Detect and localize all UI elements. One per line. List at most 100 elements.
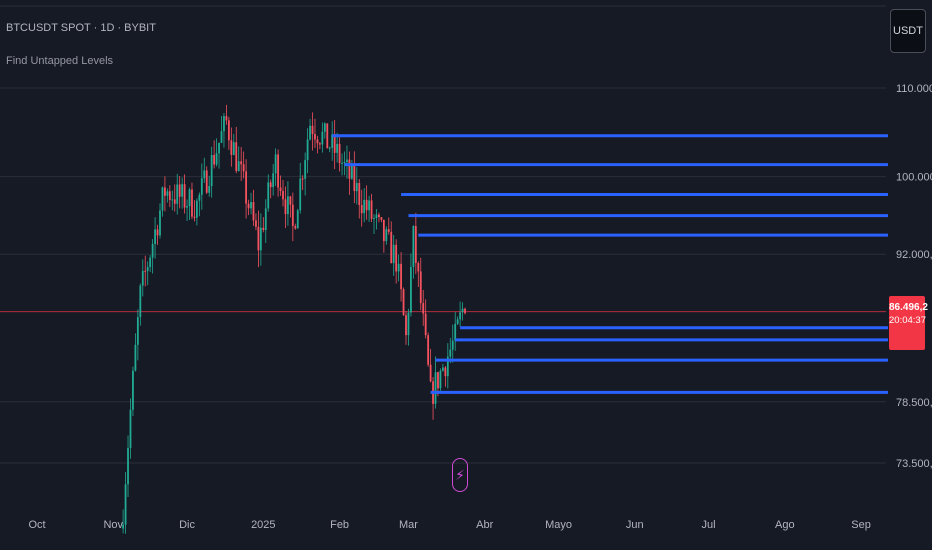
candle-body	[412, 226, 415, 267]
candle-body	[378, 214, 380, 218]
candle-body	[146, 266, 149, 272]
candle-body	[215, 153, 218, 165]
last-price-value: 86.496,2	[889, 302, 928, 313]
candle-body	[355, 182, 358, 192]
candle-body	[210, 154, 213, 187]
candle-body	[397, 263, 400, 272]
candle-body	[223, 116, 225, 132]
candle-body	[127, 448, 129, 485]
candle-body	[267, 182, 270, 209]
candle-body	[392, 244, 395, 264]
candle-body	[166, 191, 169, 196]
candle-body	[284, 199, 287, 215]
candle-body	[156, 229, 159, 236]
grid-lines	[0, 5, 886, 464]
candle-body	[129, 409, 132, 449]
candle-body	[225, 116, 228, 121]
candle-body	[390, 231, 393, 264]
candle-body	[319, 143, 321, 145]
candle-body	[456, 319, 459, 324]
candle-body	[277, 154, 279, 188]
candle-body	[149, 257, 152, 267]
candle-body	[173, 199, 176, 204]
candle-body	[407, 312, 410, 336]
x-tick-label: Oct	[28, 519, 45, 531]
candle-body	[328, 147, 331, 149]
candle-body	[134, 344, 137, 371]
candle-body	[240, 161, 243, 165]
candle-body	[427, 335, 430, 365]
candle-body	[282, 191, 284, 200]
candle-body	[311, 125, 314, 135]
chart-legend: BTCUSDT SPOT · 1D · BYBIT Find Untapped …	[6, 20, 156, 70]
currency-button[interactable]: USDT	[890, 9, 926, 53]
candle-body	[454, 323, 457, 341]
candle-body	[232, 142, 235, 155]
candle-body	[141, 270, 144, 286]
candle-body	[434, 372, 437, 404]
lightning-icon[interactable]: ⚡	[452, 458, 468, 492]
x-tick-label: Jun	[626, 519, 644, 531]
candle-body	[464, 308, 466, 314]
candle-body	[181, 184, 184, 197]
x-tick-label: Abr	[476, 519, 493, 531]
candle-body	[304, 160, 307, 179]
candle-body	[353, 165, 356, 192]
candle-body	[252, 202, 255, 221]
candle-body	[363, 199, 366, 214]
candle-body	[360, 205, 363, 214]
symbol-title[interactable]: BTCUSDT SPOT · 1D · BYBIT	[6, 22, 156, 34]
candle-body	[296, 210, 299, 229]
y-tick-label: 100.000,0	[896, 172, 932, 184]
candle-body	[333, 134, 336, 153]
candle-body	[299, 178, 302, 211]
candle-body	[338, 143, 341, 164]
candle-body	[235, 142, 238, 172]
candle-body	[459, 312, 462, 320]
candle-body	[341, 162, 343, 164]
candle-body	[400, 263, 402, 290]
x-tick-label: 2025	[251, 519, 275, 531]
candle-body	[287, 196, 289, 215]
candle-body	[168, 191, 171, 200]
candle-body	[291, 204, 294, 226]
candle-body	[348, 159, 351, 179]
x-tick-label: Sep	[851, 519, 871, 531]
candle-body	[259, 227, 262, 251]
candle-body	[279, 187, 282, 192]
candle-body	[380, 217, 383, 220]
candle-body	[139, 285, 142, 318]
candle-body	[272, 173, 275, 188]
candle-body	[365, 199, 368, 211]
candle-body	[316, 139, 319, 144]
candle-body	[264, 208, 267, 230]
indicator-title[interactable]: Find Untapped Levels	[6, 55, 114, 67]
candle-body	[382, 219, 385, 242]
candle-body	[314, 134, 316, 140]
candle-body	[200, 178, 203, 195]
candle-body	[154, 229, 156, 244]
time-axis: Oct Nov Dic 2025 Feb Mar Abr Mayo Jun Jul Ago Sep	[28, 519, 870, 531]
x-tick-label: Mayo	[545, 519, 572, 531]
y-tick-label: 110.000,0	[896, 83, 932, 95]
candle-body	[414, 226, 417, 264]
candle-body	[188, 189, 191, 207]
candle-body	[385, 229, 388, 242]
candle-body	[193, 216, 196, 218]
candle-body	[422, 303, 425, 314]
candle-body	[419, 271, 422, 304]
x-tick-label: Nov	[103, 519, 123, 531]
candle-body	[245, 171, 247, 204]
x-tick-label: Ago	[775, 519, 795, 531]
candle-body	[429, 364, 432, 382]
candle-body	[250, 202, 252, 209]
candle-body	[132, 370, 134, 410]
candle-body	[183, 184, 186, 208]
bar-countdown: 20:04:37	[889, 315, 926, 326]
y-tick-label: 92.000,0	[896, 249, 932, 261]
candle-body	[161, 187, 164, 211]
candle-body	[395, 244, 398, 272]
x-tick-label: Jul	[702, 519, 716, 531]
candle-body	[368, 200, 370, 211]
